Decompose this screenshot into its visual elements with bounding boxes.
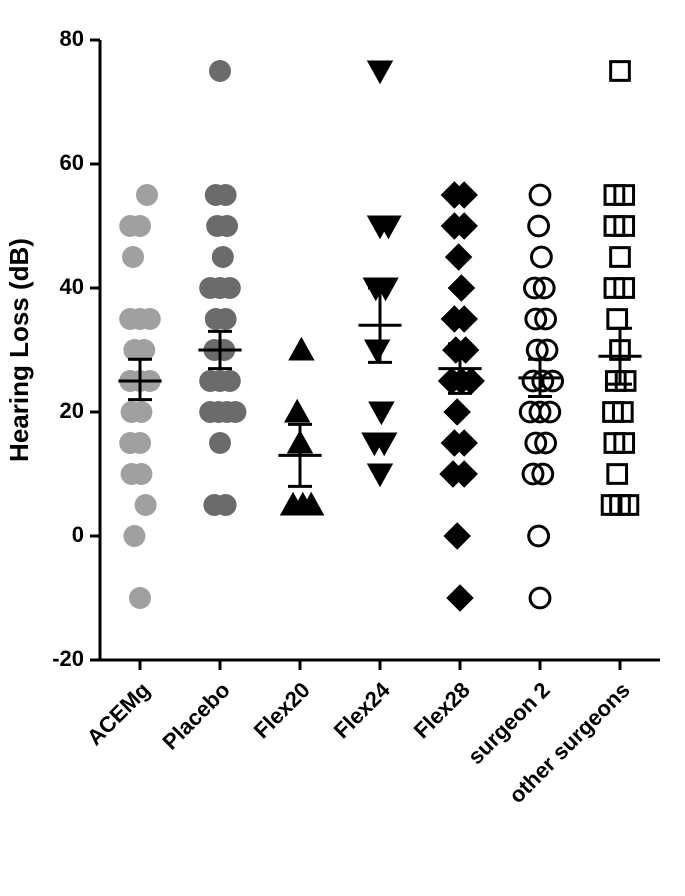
svg-text:-20: -20 [52,646,84,671]
y-axis-title: Hearing Loss (dB) [4,238,34,462]
svg-text:40: 40 [60,274,84,299]
svg-text:80: 80 [60,26,84,51]
hearing-loss-scatter: -20020406080Hearing Loss (dB)ACEMgPlaceb… [0,0,685,896]
svg-text:20: 20 [60,398,84,423]
svg-text:0: 0 [72,522,84,547]
svg-text:60: 60 [60,150,84,175]
